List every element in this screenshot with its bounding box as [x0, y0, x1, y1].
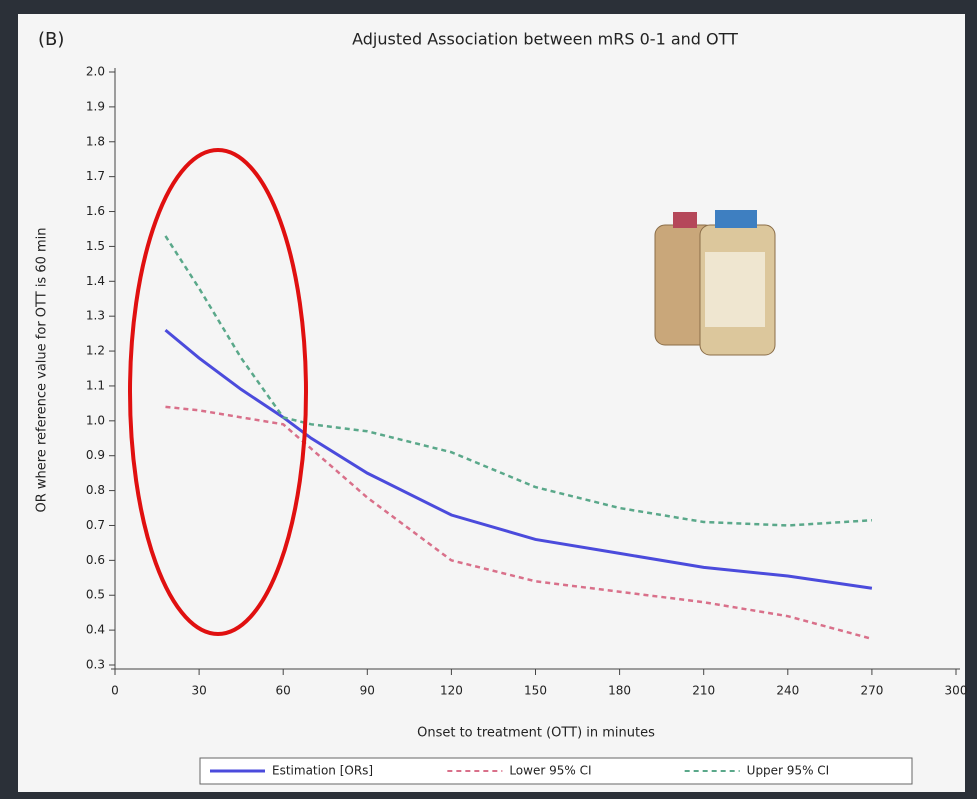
x-tick-label: 0	[111, 684, 119, 698]
legend-box	[199, 757, 913, 785]
legend-label: Estimation [ORs]	[272, 764, 373, 778]
y-tick-label: 1.3	[86, 309, 105, 323]
series-line	[164, 235, 872, 527]
legend-label: Upper 95% CI	[747, 764, 830, 778]
y-tick-label: 0.9	[86, 448, 105, 462]
x-tick-label: 30	[191, 684, 206, 698]
y-tick-label: 0.6	[86, 553, 105, 567]
x-axis-label: Onset to treatment (OTT) in minutes	[417, 726, 655, 741]
y-tick-label: 0.4	[86, 623, 105, 637]
x-tick-label: 180	[608, 684, 631, 698]
y-tick-label: 1.7	[86, 169, 105, 183]
panel	[18, 14, 965, 792]
x-tick-label: 210	[692, 684, 715, 698]
y-tick-label: 1.6	[86, 204, 105, 218]
x-tick-label: 120	[440, 684, 463, 698]
y-tick-label: 1.5	[86, 239, 105, 253]
y-tick-label: 0.3	[86, 658, 105, 672]
legend-label: Lower 95% CI	[509, 764, 591, 778]
y-tick-label: 1.4	[86, 274, 105, 288]
y-tick-label: 1.2	[86, 344, 105, 358]
y-tick-label: 1.0	[86, 413, 105, 427]
chart-title: Adjusted Association between mRS 0-1 and…	[352, 30, 738, 49]
x-tick-label: 90	[360, 684, 375, 698]
x-tick-label: 60	[276, 684, 291, 698]
x-tick-label: 150	[524, 684, 547, 698]
bottles	[654, 210, 776, 356]
series-line	[164, 328, 873, 590]
y-tick-label: 1.1	[86, 378, 105, 392]
y-tick-label: 1.9	[86, 99, 105, 113]
x-tick-label: 270	[860, 684, 883, 698]
x-tick-label: 300	[945, 684, 968, 698]
y-tick-label: 0.5	[86, 588, 105, 602]
y-tick-label: 0.7	[86, 518, 105, 532]
y-tick-label: 0.8	[86, 483, 105, 497]
y-axis-label: OR where reference value for OTT is 60 m…	[35, 227, 50, 512]
highlight-ellipse	[128, 148, 308, 636]
y-tick-label: 2.0	[86, 65, 105, 79]
panel-label: (B)	[38, 29, 64, 50]
series-line	[165, 405, 873, 641]
x-tick-label: 240	[776, 684, 799, 698]
y-tick-label: 1.8	[86, 134, 105, 148]
